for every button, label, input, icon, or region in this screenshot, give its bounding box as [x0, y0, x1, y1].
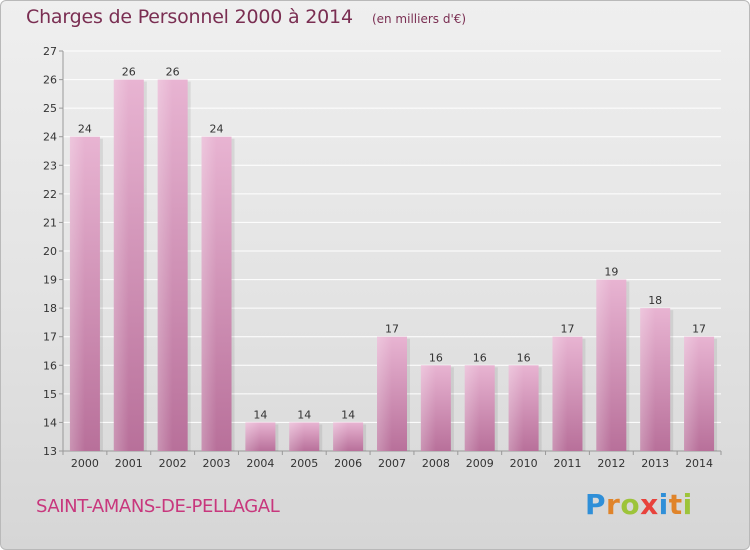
- proxiti-logo[interactable]: Proxiti: [585, 488, 693, 521]
- labels: 13 14 15 16 17 18 19 20 21 22 23 24 25 26 27 24 2000 26 20…: [43, 45, 713, 470]
- bar-value-label: 26: [166, 66, 180, 79]
- x-tick-label: 2010: [510, 457, 538, 470]
- bar-value-label: 24: [210, 123, 224, 136]
- bar-highlight: [508, 365, 524, 451]
- y-tick-label: 20: [43, 245, 57, 258]
- commune-name: SAINT-AMANS-DE-PELLAGAL: [36, 496, 280, 517]
- x-tick-label: 2014: [685, 457, 713, 470]
- bar-highlight: [420, 365, 436, 451]
- bar-highlight: [69, 136, 85, 451]
- y-tick-label: 25: [43, 102, 57, 115]
- y-tick-label: 13: [43, 445, 57, 458]
- x-tick-label: 2013: [641, 457, 669, 470]
- chart-title: Charges de Personnel 2000 à 2014: [26, 6, 353, 28]
- bar-value-label: 17: [560, 323, 574, 336]
- y-tick-label: 27: [43, 45, 57, 58]
- y-tick-label: 17: [43, 331, 57, 344]
- y-tick-label: 18: [43, 302, 57, 315]
- bar-value-label: 16: [473, 351, 487, 364]
- bar-highlight: [464, 365, 480, 451]
- bar-value-label: 16: [517, 351, 531, 364]
- x-tick-label: 2005: [290, 457, 318, 470]
- bar-highlight: [596, 279, 612, 451]
- bar-highlight: [157, 79, 173, 452]
- y-tick-label: 21: [43, 216, 57, 229]
- y-tick-label: 16: [43, 359, 57, 372]
- x-tick-label: 2009: [466, 457, 494, 470]
- bar-highlight: [289, 422, 305, 451]
- y-tick-label: 22: [43, 188, 57, 201]
- bar-highlight: [377, 336, 392, 451]
- x-tick-label: 2002: [159, 457, 187, 470]
- y-tick-label: 14: [43, 416, 57, 429]
- bar-highlight: [684, 336, 700, 451]
- bar-highlight: [640, 308, 656, 451]
- x-tick-label: 2000: [71, 457, 99, 470]
- x-tick-label: 2001: [115, 457, 143, 470]
- y-tick-label: 19: [43, 274, 57, 287]
- bar-value-label: 17: [692, 323, 706, 336]
- bar-value-label: 14: [297, 408, 311, 421]
- bar-value-label: 26: [122, 66, 136, 79]
- x-tick-label: 2012: [597, 457, 625, 470]
- bar-highlight: [201, 136, 217, 451]
- x-tick-label: 2003: [203, 457, 231, 470]
- bar-value-label: 14: [341, 408, 355, 421]
- bars: [69, 79, 718, 452]
- bar-highlight: [552, 336, 568, 451]
- y-tick-label: 24: [43, 131, 57, 144]
- bar-highlight: [333, 422, 349, 451]
- bar-value-label: 19: [604, 266, 618, 279]
- y-tick-label: 23: [43, 159, 57, 172]
- y-tick-label: 15: [43, 388, 57, 401]
- bar-highlight: [113, 79, 129, 452]
- x-tick-label: 2006: [334, 457, 362, 470]
- x-tick-label: 2004: [246, 457, 274, 470]
- x-tick-label: 2011: [553, 457, 581, 470]
- bar-value-label: 18: [648, 294, 662, 307]
- chart-subtitle: (en milliers d'€): [371, 12, 467, 26]
- bar-value-label: 16: [429, 351, 443, 364]
- title-row: Charges de Personnel 2000 à 2014 (en mil…: [26, 6, 466, 28]
- bar-highlight: [245, 422, 261, 451]
- bar-value-label: 24: [78, 123, 92, 136]
- bar-value-label: 17: [385, 323, 399, 336]
- x-tick-label: 2007: [378, 457, 406, 470]
- bar-value-label: 14: [253, 408, 267, 421]
- y-tick-label: 26: [43, 74, 57, 87]
- x-tick-label: 2008: [422, 457, 450, 470]
